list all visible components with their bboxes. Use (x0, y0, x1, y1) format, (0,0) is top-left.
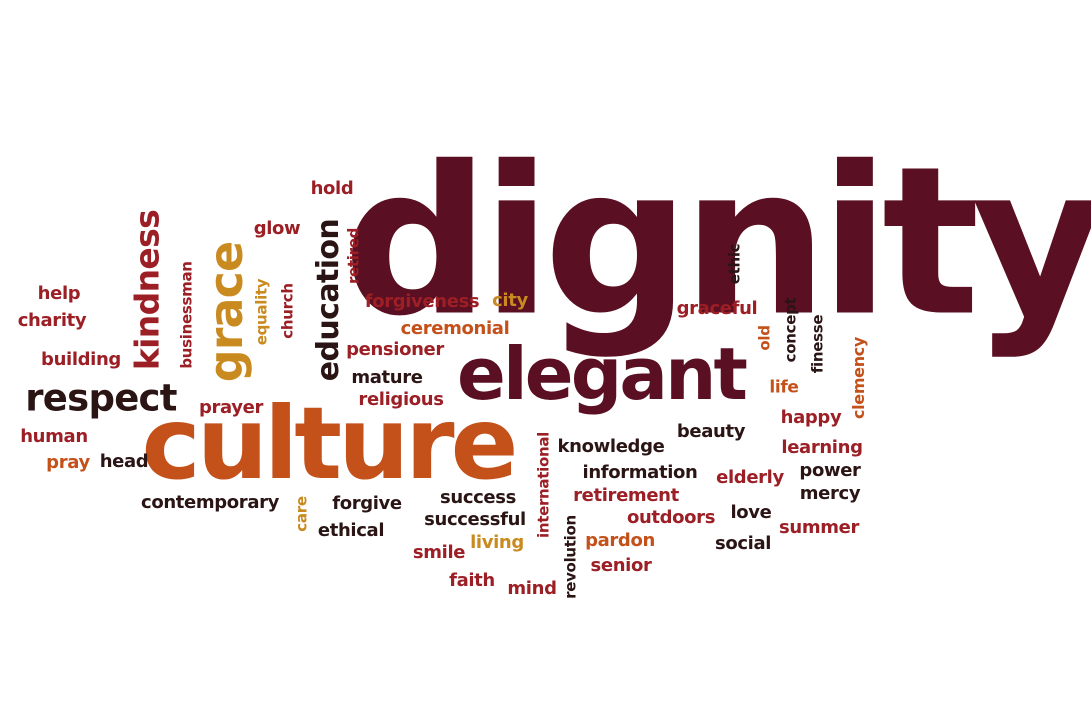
word-faith: faith (449, 570, 495, 591)
word-mercy: mercy (799, 483, 861, 504)
word-love: love (730, 502, 772, 523)
word-help: help (37, 283, 81, 304)
word-mind: mind (507, 578, 557, 599)
word-life: life (769, 377, 799, 398)
word-mature: mature (351, 367, 423, 388)
word-ethical: ethical (317, 520, 385, 541)
word-pray: pray (46, 452, 90, 473)
word-ethic: ethic (725, 243, 744, 285)
word-international: international (534, 431, 553, 539)
word-success: success (440, 487, 516, 508)
word-care: care (292, 496, 311, 532)
word-human: human (20, 426, 88, 447)
word-information: information (582, 462, 698, 483)
word-kindness: kindness (127, 209, 167, 371)
word-charity: charity (17, 310, 87, 331)
word-forgive: forgive (332, 493, 402, 514)
word-social: social (714, 533, 772, 554)
word-head: head (99, 451, 149, 472)
word-prayer: prayer (198, 397, 264, 418)
word-elderly: elderly (716, 467, 784, 488)
word-equality: equality (252, 278, 271, 346)
word-power: power (799, 460, 861, 481)
word-building: building (41, 349, 121, 370)
word-smile: smile (412, 542, 466, 563)
word-pardon: pardon (585, 530, 655, 551)
word-elegant: elegant (457, 332, 748, 416)
word-revolution: revolution (561, 515, 580, 599)
word-graceful: graceful (676, 298, 758, 319)
word-concept: concept (781, 297, 800, 363)
word-contemporary: contemporary (141, 492, 279, 513)
word-clemency: clemency (849, 336, 868, 420)
word-pensioner: pensioner (346, 339, 444, 360)
word-businessman: businessman (177, 261, 196, 369)
word-living: living (470, 532, 524, 553)
word-learning: learning (781, 437, 863, 458)
word-outdoors: outdoors (626, 507, 716, 528)
word-retirement: retirement (573, 485, 679, 506)
word-knowledge: knowledge (557, 436, 665, 457)
word-hold: hold (310, 178, 354, 199)
word-summer: summer (779, 517, 859, 538)
word-beauty: beauty (676, 421, 746, 442)
word-happy: happy (780, 407, 842, 428)
word-ceremonial: ceremonial (400, 318, 510, 339)
word-finesse: finesse (808, 314, 827, 374)
word-dignity: dignity (342, 123, 1091, 362)
word-city: city (492, 290, 528, 311)
word-religious: religious (358, 389, 444, 410)
word-education: education (311, 218, 346, 382)
word-glow: glow (253, 218, 301, 239)
word-senior: senior (590, 555, 652, 576)
word-respect: respect (25, 376, 177, 420)
word-old: old (755, 325, 774, 351)
word-church: church (278, 283, 297, 339)
word-successful: successful (424, 509, 526, 530)
word-grace: grace (199, 241, 253, 383)
word-culture: culture (141, 385, 519, 502)
word-retired: retired (344, 227, 363, 285)
word-forgiveness: forgiveness (364, 291, 480, 312)
